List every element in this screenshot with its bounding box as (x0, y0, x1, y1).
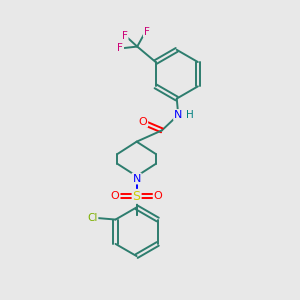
Text: O: O (111, 191, 120, 201)
Text: H: H (186, 110, 194, 120)
Text: F: F (144, 27, 150, 37)
Text: F: F (117, 43, 123, 53)
Text: F: F (122, 31, 128, 40)
Text: N: N (174, 110, 182, 120)
Text: Cl: Cl (87, 213, 98, 223)
Text: N: N (132, 173, 141, 184)
Text: O: O (139, 117, 147, 127)
Text: O: O (154, 191, 162, 201)
Text: S: S (133, 190, 141, 203)
